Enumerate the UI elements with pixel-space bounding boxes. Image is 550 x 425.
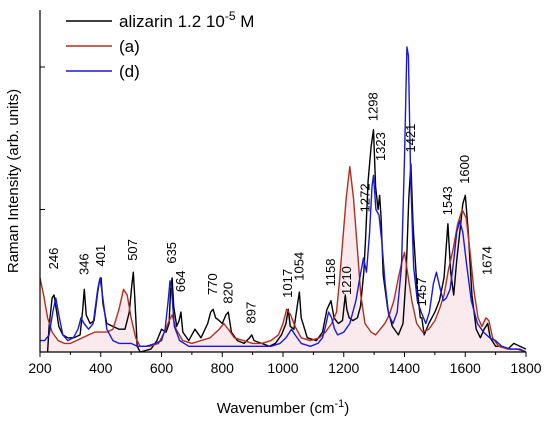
peak-label-1674: 1674 — [480, 246, 495, 275]
peak-label-401: 401 — [93, 245, 108, 267]
x-axis-ticks: 200 400 600 800 1000 1200 1400 1600 1800 — [28, 352, 542, 376]
peak-label-1543: 1543 — [440, 186, 455, 215]
series-line-alizarin-1-2-10 — [46, 129, 527, 353]
peak-label-635: 635 — [164, 242, 179, 264]
peak-label-1298: 1298 — [366, 92, 381, 121]
peak-label-246: 246 — [46, 248, 61, 270]
legend-item-d: (d) — [66, 62, 140, 81]
x-tick-label-1600: 1600 — [450, 360, 481, 376]
legend-item-alizarin: alizarin 1.2 10-5 M — [66, 9, 254, 31]
peak-label-1017: 1017 — [280, 269, 295, 298]
peak-label-897: 897 — [244, 302, 259, 324]
x-tick-label-1000: 1000 — [267, 360, 298, 376]
peak-label-1600: 1600 — [457, 155, 472, 184]
series-line-a — [39, 166, 527, 353]
x-tick-label-1200: 1200 — [328, 360, 359, 376]
legend-label-d: (d) — [119, 62, 140, 81]
y-axis-ticks — [40, 66, 45, 210]
x-tick-label-400: 400 — [89, 360, 113, 376]
peak-label-770: 770 — [205, 273, 220, 295]
peak-label-1210: 1210 — [339, 266, 354, 295]
peak-label-346: 346 — [76, 253, 91, 275]
legend-label-a: (a) — [119, 37, 140, 56]
series-line-layer — [39, 46, 527, 353]
peak-label-507: 507 — [125, 239, 140, 261]
peak-label-1421: 1421 — [403, 124, 418, 153]
series-line-d — [40, 46, 527, 353]
x-axis-title: Wavenumber (cm-1) — [217, 398, 350, 417]
peak-label-1158: 1158 — [323, 258, 338, 286]
peak-label-1054: 1054 — [291, 252, 306, 281]
x-tick-label-1400: 1400 — [389, 360, 420, 376]
peak-label-1323: 1323 — [373, 132, 388, 161]
peak-label-1457: 1457 — [414, 277, 429, 306]
x-tick-label-1800: 1800 — [510, 360, 541, 376]
peak-label-664: 664 — [173, 270, 188, 292]
y-axis-title: Raman Intensity (arb. units) — [5, 89, 22, 273]
legend-item-a: (a) — [66, 37, 140, 56]
legend: alizarin 1.2 10-5 M (a) (d) — [66, 9, 254, 81]
x-tick-label-200: 200 — [28, 360, 52, 376]
x-tick-label-600: 600 — [150, 360, 174, 376]
legend-label-alizarin: alizarin 1.2 10-5 M — [119, 9, 254, 31]
peak-label-1272: 1272 — [358, 183, 373, 212]
peak-label-820: 820 — [220, 282, 235, 304]
x-tick-label-800: 800 — [211, 360, 235, 376]
